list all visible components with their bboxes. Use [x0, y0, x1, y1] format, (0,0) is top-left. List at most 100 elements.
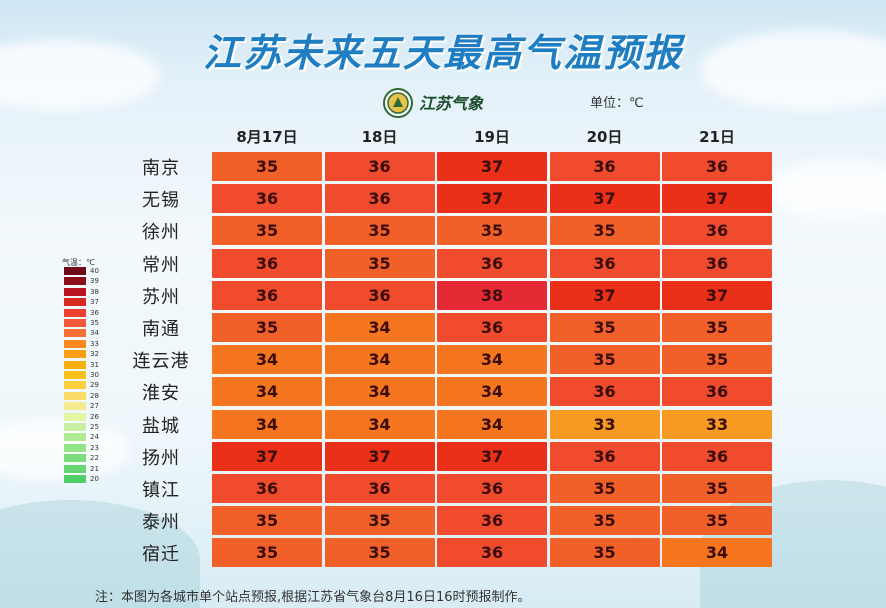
temperature-cell: 36 [324, 184, 435, 214]
temperature-cell: 36 [549, 441, 660, 471]
temperature-cell: 36 [662, 152, 772, 181]
temperature-cell: 37 [437, 184, 547, 214]
legend-label: 26 [90, 412, 99, 421]
temperature-cell: 36 [324, 474, 435, 503]
date-header: 18日 [361, 128, 398, 146]
legend-label: 30 [90, 371, 99, 379]
city-label: 南通 [142, 319, 180, 340]
legend-label: 32 [90, 350, 99, 359]
temperature-cell: 35 [212, 152, 322, 181]
temperature-cell: 36 [662, 441, 772, 471]
legend-swatch [64, 391, 86, 400]
temperature-cell: 33 [662, 409, 772, 439]
temperature-cell: 36 [324, 280, 435, 310]
temperature-cell: 36 [662, 377, 772, 407]
legend-swatch [64, 319, 86, 327]
temperature-cell: 37 [324, 441, 435, 471]
legend-swatch [64, 267, 86, 275]
legend-label: 21 [90, 464, 99, 473]
footnote: 注：本图为各城市单个站点预报,根据江苏省气象台8月16日16时预报制作。 [95, 590, 531, 605]
temperature-cell: 37 [662, 184, 772, 214]
city-label: 镇江 [142, 480, 180, 501]
temperature-cell: 35 [549, 216, 660, 246]
temperature-cell: 36 [549, 248, 660, 278]
temperature-cell: 36 [549, 377, 660, 407]
legend-swatch [64, 433, 86, 442]
temperature-cell: 35 [324, 506, 435, 536]
legend-swatch [64, 339, 86, 348]
legend-swatch [64, 329, 86, 338]
temperature-cell: 36 [437, 248, 547, 278]
legend-label: 23 [90, 443, 99, 452]
legend-label: 34 [90, 329, 99, 338]
temperature-cell: 36 [437, 474, 547, 503]
temperature-cell: 35 [662, 506, 772, 536]
temperature-cell: 36 [437, 538, 547, 568]
temperature-cell: 35 [549, 538, 660, 568]
legend-swatch [64, 350, 86, 359]
temperature-cell: 34 [324, 409, 435, 439]
weather-logo-icon [383, 88, 413, 118]
legend-label: 29 [90, 381, 99, 390]
temperature-cell: 35 [324, 248, 435, 278]
legend-swatch [64, 308, 86, 317]
legend-swatch [64, 277, 86, 286]
temperature-cell: 36 [437, 506, 547, 536]
city-label: 无锡 [142, 190, 180, 212]
date-header: 21日 [699, 128, 735, 146]
city-label: 常州 [142, 254, 180, 276]
temperature-cell: 35 [324, 538, 435, 568]
temperature-cell: 34 [437, 409, 547, 439]
temperature-cell: 37 [437, 441, 547, 471]
temperature-cell: 37 [549, 184, 660, 214]
legend-swatch [64, 360, 86, 369]
date-header: 20日 [586, 128, 623, 146]
legend-label: 27 [90, 402, 99, 411]
city-label: 淮安 [142, 383, 180, 405]
temperature-cell: 35 [212, 216, 322, 246]
legend-label: 28 [90, 391, 99, 400]
temperature-cell: 35 [212, 538, 322, 568]
legend-swatch [64, 454, 86, 463]
date-header: 19日 [474, 128, 510, 146]
temperature-cell: 35 [662, 345, 772, 375]
city-label: 南京 [142, 158, 180, 179]
page-title: 江苏未来五天最高气温预报 [202, 31, 683, 75]
city-label: 扬州 [142, 447, 180, 469]
temperature-cell: 35 [212, 506, 322, 536]
legend-swatch [64, 381, 86, 390]
temperature-cell: 36 [437, 313, 547, 342]
temperature-cell: 33 [549, 409, 660, 439]
temperature-cell: 34 [324, 313, 435, 342]
temperature-cell: 35 [662, 474, 772, 503]
temperature-cell: 34 [324, 377, 435, 407]
temperature-cell: 36 [662, 248, 772, 278]
legend-swatch [64, 412, 86, 421]
temperature-cell: 35 [437, 216, 547, 246]
temperature-cell: 38 [437, 280, 547, 310]
temperature-cell: 34 [212, 409, 322, 439]
legend-swatch [64, 443, 86, 452]
temperature-cell: 36 [212, 474, 322, 503]
temperature-cell: 36 [212, 248, 322, 278]
legend-swatch [64, 371, 86, 379]
cloud-decoration [700, 30, 886, 110]
temperature-cell: 34 [662, 538, 772, 568]
temperature-cell: 34 [324, 345, 435, 375]
unit-label: 单位：℃ [590, 96, 644, 111]
legend-label: 38 [90, 287, 99, 296]
temperature-cell: 35 [549, 345, 660, 375]
temperature-cell: 35 [662, 313, 772, 342]
temperature-cell: 35 [212, 313, 322, 342]
city-label: 宿迁 [142, 544, 180, 566]
legend-title: 气温：℃ [62, 258, 95, 267]
date-header: 8月17日 [236, 128, 298, 146]
legend-label: 39 [90, 277, 99, 286]
legend-label: 37 [90, 298, 99, 307]
city-label: 盐城 [142, 415, 180, 437]
legend-label: 33 [90, 339, 99, 348]
legend-label: 31 [90, 360, 99, 369]
city-label: 泰州 [142, 512, 180, 534]
temperature-cell: 34 [437, 345, 547, 375]
